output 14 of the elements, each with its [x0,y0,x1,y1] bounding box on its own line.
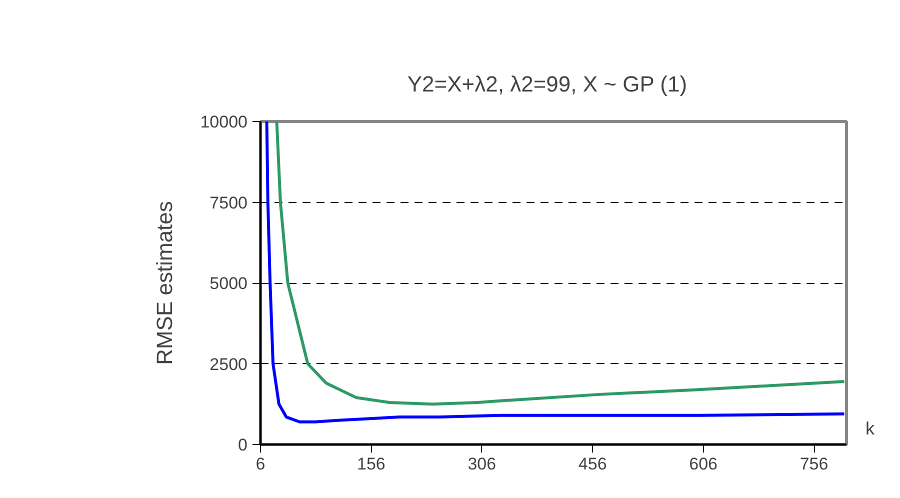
x-tick-label: 306 [468,454,496,474]
y-axis-title: RMSE estimates [152,201,178,365]
x-tick-label: 456 [578,454,607,474]
chart-title: Y2=X+λ2, λ2=99, X ~ GP (1) [407,72,688,96]
y-tick-label: 0 [238,436,248,454]
y-tick-label: 10000 [200,112,248,132]
x-tick-label: 756 [800,454,828,474]
y-tick-label: 2500 [210,354,248,374]
x-tick-label: 606 [689,454,718,474]
x-tick-label: 156 [357,454,386,474]
x-tick-label: 6 [256,454,266,474]
x-axis-title: k [866,418,876,438]
y-tick-label: 5000 [210,274,248,293]
y-tick-label: 7500 [210,193,248,212]
